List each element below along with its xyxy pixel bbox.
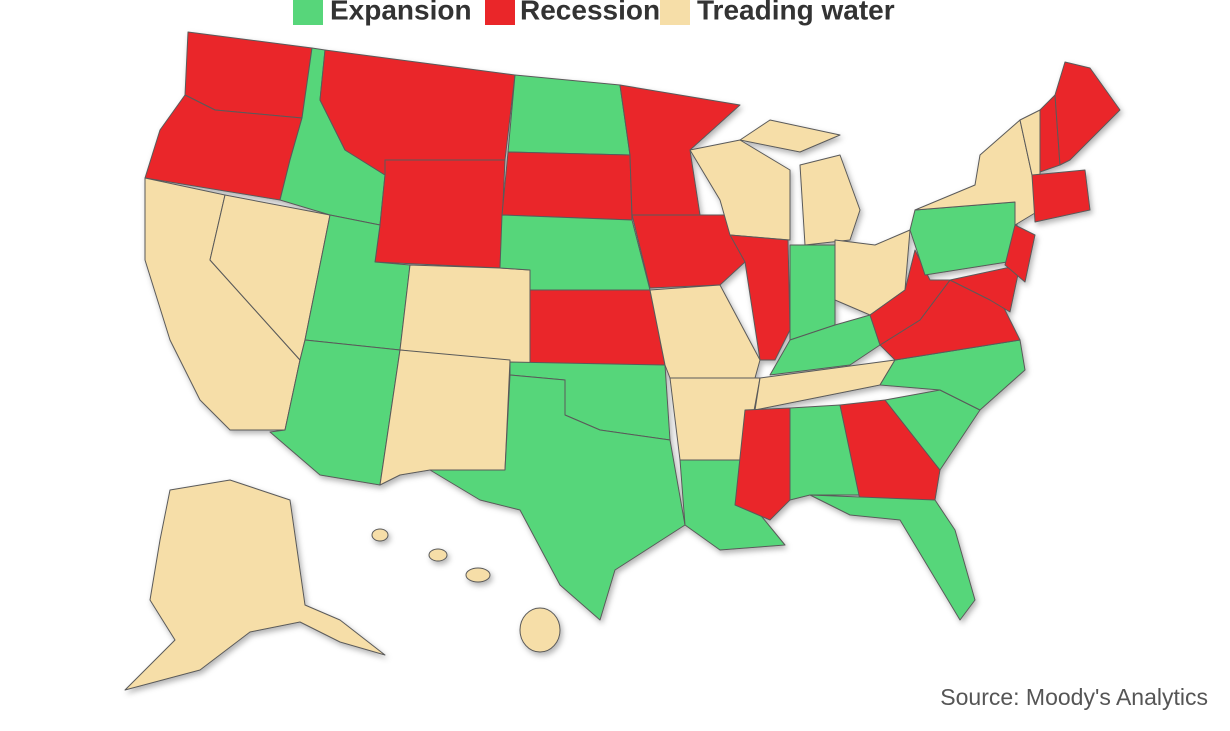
state bbox=[729, 234, 791, 361]
state bbox=[869, 249, 951, 346]
state bbox=[789, 404, 861, 501]
state bbox=[1054, 61, 1121, 166]
state bbox=[124, 479, 386, 691]
legend-swatch bbox=[293, 0, 323, 25]
state bbox=[909, 201, 1021, 276]
legend-label: Treading water bbox=[697, 0, 895, 25]
island bbox=[428, 548, 448, 562]
state bbox=[1031, 169, 1091, 223]
state bbox=[529, 289, 666, 366]
state bbox=[631, 214, 746, 289]
state bbox=[799, 154, 861, 246]
state bbox=[789, 244, 836, 341]
island bbox=[371, 528, 389, 542]
source-note: Source: Moody's Analytics bbox=[940, 684, 1208, 710]
state bbox=[399, 264, 531, 366]
legend-swatch bbox=[660, 0, 690, 25]
state bbox=[379, 349, 511, 486]
state bbox=[429, 374, 686, 621]
state bbox=[374, 159, 506, 269]
state bbox=[734, 407, 791, 521]
state bbox=[839, 399, 941, 501]
state bbox=[1004, 224, 1036, 283]
state bbox=[501, 151, 633, 221]
legend-label: Expansion bbox=[330, 0, 472, 25]
state bbox=[809, 494, 976, 621]
states bbox=[124, 31, 1121, 691]
state bbox=[649, 284, 761, 379]
legend: Expansion Recession Treading water bbox=[293, 0, 895, 25]
legend-swatch bbox=[485, 0, 515, 25]
state bbox=[507, 74, 631, 156]
island bbox=[519, 607, 561, 653]
state bbox=[739, 119, 841, 153]
island bbox=[465, 567, 491, 583]
state bbox=[949, 264, 1021, 313]
legend-label: Recession bbox=[520, 0, 660, 25]
